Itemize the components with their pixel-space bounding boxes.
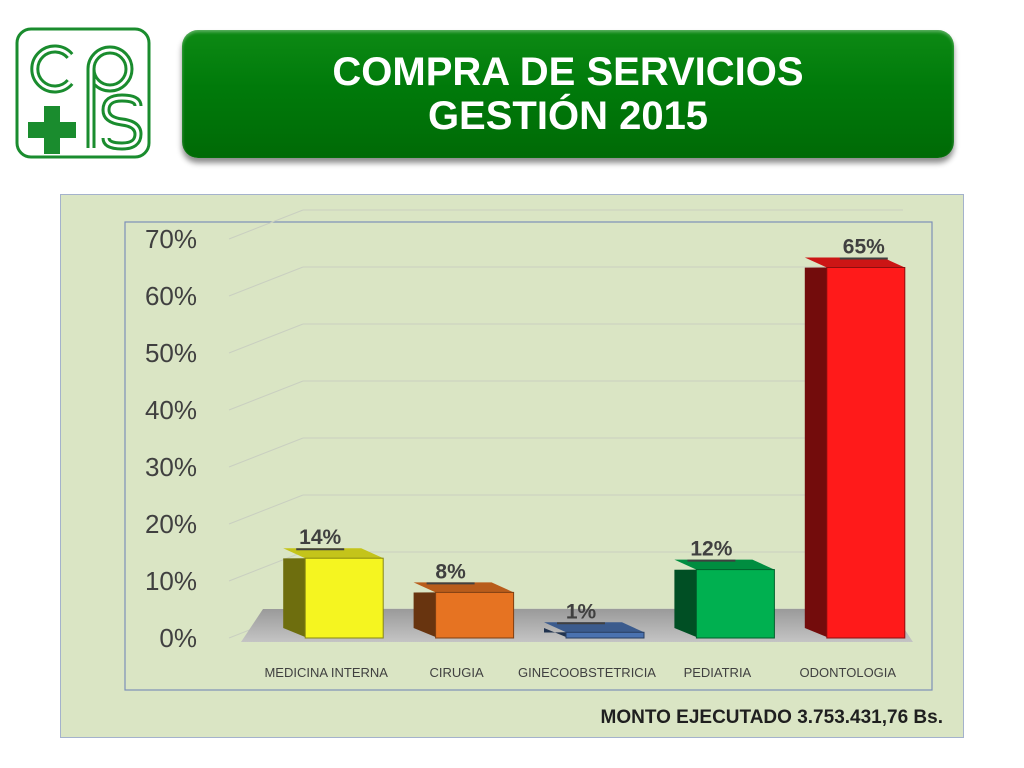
title-banner: COMPRA DE SERVICIOS GESTIÓN 2015 (182, 30, 954, 158)
y-tick-label: 50% (145, 338, 197, 368)
cpps-logo-icon (15, 27, 151, 159)
gridline-side (228, 380, 304, 411)
bar-top (674, 559, 775, 570)
gridline-side (228, 266, 304, 297)
gridline-side (228, 437, 304, 468)
y-tick-label: 30% (145, 452, 197, 482)
bar (283, 548, 384, 639)
bar-side (804, 267, 827, 637)
y-tick-label: 40% (145, 395, 197, 425)
bar (544, 622, 645, 639)
y-tick-label: 10% (145, 566, 197, 596)
bar-chart: 0% 10% 20% 30% 40% 50% 60% 70% 14% 8% 1% 12% 65% ME… (124, 209, 933, 691)
data-label: 12% (690, 538, 732, 561)
bar-front (435, 591, 515, 639)
bar-top (413, 582, 514, 593)
data-label: 8% (435, 560, 466, 583)
chart-panel: 0% 10% 20% 30% 40% 50% 60% 70% 14% 8% 1% 12% 65% ME… (60, 194, 964, 738)
bar-side (283, 558, 306, 637)
gridline-side (228, 209, 304, 240)
bar-top (804, 257, 905, 268)
category-label: GINECOOBSTETRICIA (518, 665, 656, 680)
title-line-2: GESTIÓN 2015 (427, 94, 709, 138)
y-tick-label: 70% (145, 224, 197, 254)
bar-front (826, 267, 906, 639)
data-label: 1% (566, 600, 597, 623)
title-line-1: COMPRA DE SERVICIOS (332, 50, 804, 94)
bar (413, 582, 515, 639)
gridline-side (228, 323, 304, 354)
bar-top (544, 622, 644, 633)
gridline-side (228, 494, 304, 525)
bar (674, 559, 775, 639)
cpps-logo (14, 26, 152, 160)
bar-top (283, 548, 384, 559)
y-tick-label: 0% (159, 623, 197, 653)
category-label: PEDIATRIA (684, 665, 752, 680)
bar-front (565, 631, 645, 639)
amount-footnote: MONTO EJECUTADO 3.753.431,76 Bs. (600, 707, 943, 728)
category-label: ODONTOLOGIA (800, 665, 897, 680)
category-label: CIRUGIA (430, 665, 485, 680)
bar-front (304, 557, 384, 639)
data-label: 14% (299, 526, 341, 549)
category-label: MEDICINA INTERNA (264, 665, 388, 680)
bar-side (544, 628, 566, 637)
bar (804, 257, 906, 639)
y-tick-label: 60% (145, 281, 197, 311)
gridline-side (228, 551, 304, 582)
y-tick-label: 20% (145, 509, 197, 539)
bar-front (695, 569, 775, 639)
bar-side (413, 592, 436, 637)
bar-side (674, 569, 697, 637)
plot-area-border (124, 221, 933, 691)
data-label: 65% (843, 236, 885, 259)
